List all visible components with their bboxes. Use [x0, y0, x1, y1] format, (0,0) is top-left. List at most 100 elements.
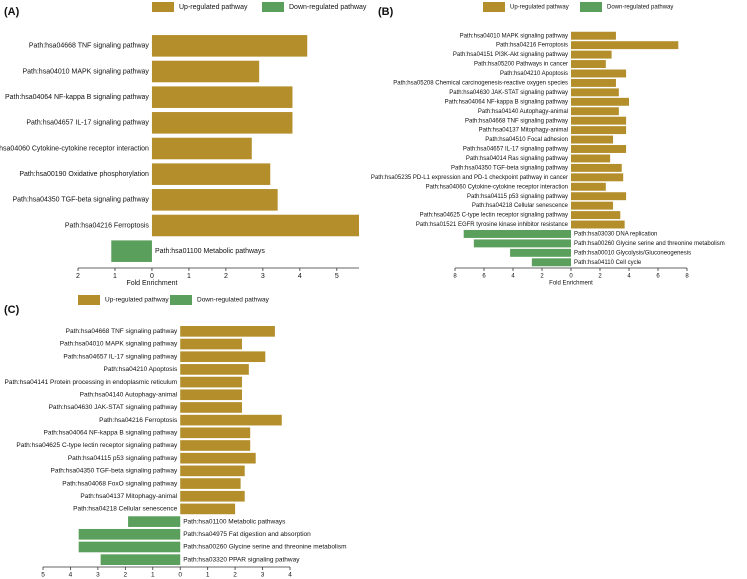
bar — [78, 541, 181, 553]
bar — [180, 338, 242, 350]
bar — [180, 478, 241, 489]
category-label: Path:hsa00010 Glycolysis/Gluconeogenesis — [574, 250, 691, 256]
category-label: Path:hsa04216 Ferroptosis — [99, 417, 178, 424]
panel-label: (A) — [4, 6, 20, 18]
category-label: Path:hsa04010 MAPK signaling pathway — [22, 68, 149, 75]
bar — [151, 163, 271, 185]
x-tick-label: 8 — [453, 274, 457, 280]
category-label: Path:hsa04630 JAK-STAT signaling pathway — [49, 404, 178, 411]
legend-swatch — [580, 2, 602, 12]
category-label: Path:hsa04625 C-type lectin receptor sig… — [420, 213, 568, 219]
category-label: Path:hsa05200 Pathways in cancer — [474, 62, 568, 68]
bar — [151, 137, 252, 160]
category-label: Path:hsa01100 Metabolic pathways — [155, 248, 265, 255]
category-label: Path:hsa04064 NF-kappa B signaling pathw… — [5, 94, 149, 101]
panel-label: (B) — [378, 6, 394, 18]
x-tick-label: 1 — [187, 273, 191, 280]
bar — [571, 173, 624, 182]
x-tick-label: 0 — [150, 273, 154, 280]
x-tick-label: 0 — [569, 274, 573, 280]
category-label: Path:hsa04657 IL-17 signaling pathway — [26, 120, 149, 127]
category-label: Path:hsa04975 Fat digestion and absorpti… — [183, 531, 311, 538]
category-label: Path:hsa04141 Protein processing in endo… — [5, 379, 178, 386]
x-tick-label: 4 — [627, 274, 631, 280]
bar — [571, 116, 627, 125]
x-tick-label: 0 — [178, 572, 182, 579]
category-label: Path:hsa04218 Cellular senescence — [73, 506, 177, 513]
bar — [571, 154, 611, 163]
x-tick-label: 2 — [233, 572, 237, 579]
x-axis-label: Fold Enrichment — [549, 281, 593, 287]
legend-swatch — [262, 2, 284, 12]
x-tick-label: 2 — [540, 274, 544, 280]
legend-label: Up-regulated pathway — [179, 4, 248, 11]
bar — [180, 503, 236, 515]
x-tick-label: 8 — [685, 274, 689, 280]
category-label: Path:hsa04140 Autophagy-animal — [478, 109, 568, 115]
category-label: Path:hsa03320 PPAR signaling pathway — [183, 556, 300, 563]
category-label: Path:hsa04068 FoxO signaling pathway — [62, 480, 178, 487]
category-label: Path:hsa04657 IL-17 signaling pathway — [463, 147, 568, 153]
x-tick-label: 1 — [206, 572, 210, 579]
bar — [180, 490, 245, 502]
category-label: Path:hsa04137 Mitophagy-animal — [80, 493, 177, 500]
bar — [531, 258, 571, 267]
legend-label: Up-regulated pathway — [510, 5, 569, 11]
bar — [151, 189, 278, 211]
bar — [571, 211, 621, 220]
x-tick-label: 2 — [124, 572, 128, 579]
panel-label: (C) — [4, 304, 20, 316]
category-label: Path:hsa04630 JAK-STAT signaling pathway — [449, 90, 568, 96]
category-label: Path:hsa04668 TNF signaling pathway — [66, 328, 178, 335]
category-label: Path:hsa04216 Ferroptosis — [65, 222, 150, 229]
legend-swatch — [78, 295, 100, 305]
bar — [571, 69, 627, 78]
x-tick-label: 4 — [511, 274, 515, 280]
category-label: Path:hsa04657 IL-17 signaling pathway — [63, 353, 178, 360]
legend-label: Down-regulated pathway — [197, 297, 270, 304]
bar — [151, 60, 260, 83]
bar — [571, 182, 606, 191]
category-label: Path:hsa00260 Glycine serine and threoni… — [574, 241, 725, 247]
x-tick-label: 1 — [151, 572, 155, 579]
x-tick-label: 3 — [261, 572, 265, 579]
x-tick-label: 2 — [76, 273, 80, 280]
category-label: Path:hsa04064 NF-kappa B signaling pathw… — [44, 430, 178, 437]
legend-label: Down-regulated pathway — [607, 5, 673, 11]
x-tick-label: 2 — [224, 273, 228, 280]
x-axis-label: Fold Enrichment — [126, 280, 177, 287]
bar — [463, 229, 571, 238]
bar — [571, 97, 629, 106]
category-label: Path:hsa04350 TGF-beta signaling pathway — [12, 197, 149, 204]
bar — [571, 126, 627, 135]
bar — [571, 31, 616, 40]
category-label: Path:hsa04115 p53 signaling pathway — [467, 194, 568, 200]
legend-swatch — [152, 2, 174, 12]
category-label: Path:hsa00190 Oxidative phosphorylation — [19, 171, 149, 178]
category-label: Path:hsa04350 TGF-beta signaling pathway — [451, 165, 568, 171]
x-tick-label: 1 — [113, 273, 117, 280]
category-label: Path:hsa01521 EGFR tyrosine kinase inhib… — [416, 222, 569, 228]
category-label: Path:hsa04064 NF-kappa B signaling pathw… — [445, 99, 568, 105]
category-label: Path:hsa04014 Ras signaling pathway — [466, 156, 568, 162]
x-tick-label: 6 — [656, 274, 660, 280]
bar — [571, 192, 627, 201]
x-tick-label: 5 — [41, 572, 45, 579]
x-tick-label: 2 — [598, 274, 602, 280]
category-label: Path:hsa04140 Autophagy-animal — [80, 391, 178, 398]
x-tick-label: 5 — [335, 273, 339, 280]
bar — [151, 35, 308, 57]
category-label: Path:hsa04060 Cytokine-cytokine receptor… — [426, 184, 568, 190]
bar — [151, 86, 293, 108]
bar — [128, 516, 181, 527]
category-label: Path:hsa04010 MAPK signaling pathway — [60, 341, 178, 348]
bar — [571, 135, 614, 144]
legend-swatch — [483, 2, 505, 12]
bar — [180, 465, 245, 477]
category-label: Path:hsa04510 Focal adhesion — [485, 137, 568, 143]
bar — [180, 351, 266, 363]
bar — [180, 452, 256, 464]
x-tick-label: 4 — [69, 572, 73, 579]
bar — [571, 78, 616, 87]
